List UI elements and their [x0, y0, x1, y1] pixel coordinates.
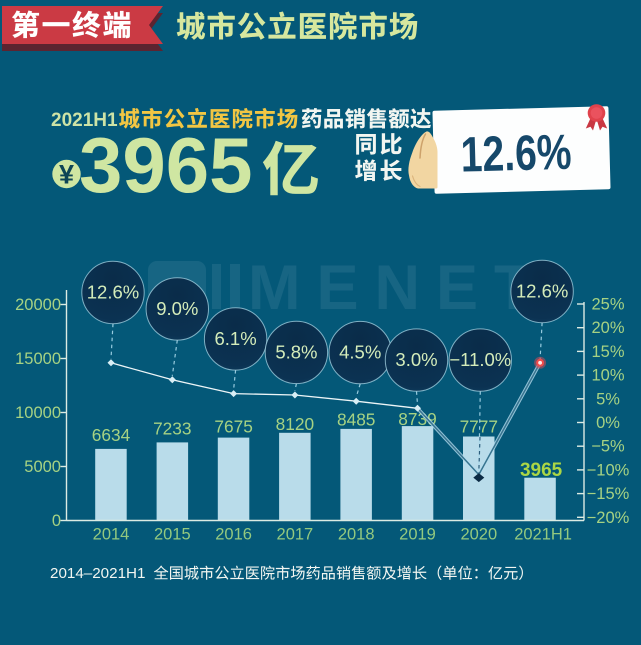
svg-text:9.0%: 9.0%: [156, 298, 198, 319]
svg-text:−10%: −10%: [587, 461, 630, 479]
svg-text:7777: 7777: [460, 417, 498, 437]
svg-text:3965: 3965: [79, 121, 253, 209]
svg-text:5.8%: 5.8%: [275, 341, 317, 362]
svg-text:−20%: −20%: [587, 509, 630, 527]
svg-text:4.5%: 4.5%: [339, 342, 381, 363]
svg-text:8485: 8485: [337, 410, 375, 430]
svg-text:3.0%: 3.0%: [395, 349, 437, 370]
svg-text:2021H1: 2021H1: [51, 110, 118, 131]
svg-text:12.6%: 12.6%: [516, 281, 568, 302]
svg-text:−5%: −5%: [591, 438, 625, 456]
svg-text:7675: 7675: [214, 417, 252, 437]
svg-text:2014–2021H1: 2014–2021H1: [50, 565, 145, 582]
svg-text:20%: 20%: [591, 319, 624, 337]
svg-text:2014: 2014: [93, 526, 130, 544]
svg-text:2016: 2016: [215, 526, 252, 544]
svg-text:10000: 10000: [15, 404, 61, 422]
svg-text:−15%: −15%: [587, 485, 630, 503]
svg-text:0%: 0%: [596, 414, 620, 432]
svg-text:15%: 15%: [591, 343, 624, 361]
svg-text:0: 0: [52, 512, 61, 530]
svg-text:10%: 10%: [591, 367, 624, 385]
svg-text:2019: 2019: [399, 526, 436, 544]
svg-text:2017: 2017: [277, 526, 314, 544]
svg-text:8739: 8739: [398, 409, 436, 429]
svg-text:2021H1: 2021H1: [514, 526, 572, 544]
svg-text:2018: 2018: [338, 526, 375, 544]
svg-text:5%: 5%: [596, 390, 620, 408]
svg-text:7233: 7233: [153, 418, 191, 438]
svg-text:8120: 8120: [276, 414, 314, 434]
svg-text:3965: 3965: [520, 460, 563, 481]
svg-text:2015: 2015: [154, 526, 191, 544]
svg-text:6634: 6634: [92, 425, 131, 445]
svg-text:−11.0%: −11.0%: [449, 349, 511, 370]
svg-text:6.1%: 6.1%: [215, 328, 257, 349]
svg-text:12.6%: 12.6%: [460, 125, 572, 182]
svg-text:MENET: MENET: [248, 253, 549, 323]
svg-text:12.6%: 12.6%: [87, 282, 139, 303]
svg-text:25%: 25%: [591, 296, 624, 314]
svg-text:¥: ¥: [59, 160, 74, 190]
svg-text:2020: 2020: [460, 526, 497, 544]
svg-text:20000: 20000: [15, 296, 61, 314]
svg-text:15000: 15000: [15, 350, 61, 368]
svg-text:5000: 5000: [24, 458, 61, 476]
